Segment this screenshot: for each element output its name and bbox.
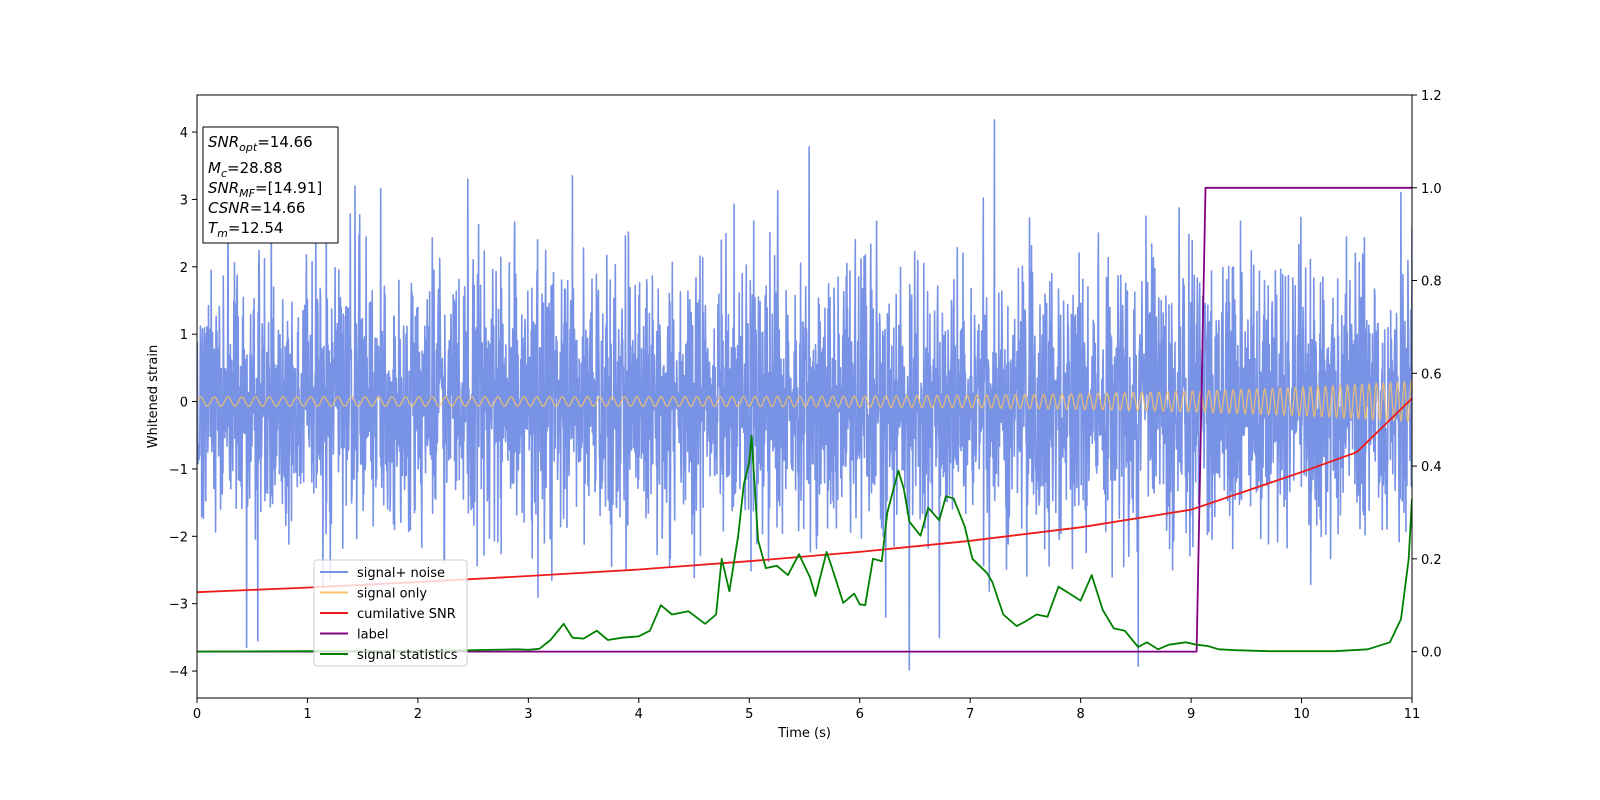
- series-signal-only: [197, 379, 1412, 424]
- y-tick-label: 3: [180, 193, 188, 208]
- x-tick-label: 3: [524, 707, 532, 722]
- y2-tick-label: 0.4: [1421, 460, 1442, 475]
- x-tick-label: 9: [1187, 707, 1195, 722]
- annotation-frame: [202, 126, 339, 244]
- legend-frame: [313, 559, 468, 667]
- y-tick-label: 4: [180, 126, 188, 141]
- annotation-snr-mf: SNRMF=[14.91]: [208, 179, 322, 200]
- y2-tick-label: 0.0: [1421, 646, 1442, 661]
- annotation-subscript: MF: [239, 187, 255, 200]
- y2-tick-label: 0.6: [1421, 367, 1442, 382]
- x-tick-label: 1: [303, 707, 311, 722]
- series-signal-noise: [197, 119, 1412, 671]
- legend: signal+ noise signal only cumilative SNR la…: [313, 559, 468, 667]
- y-tick-label: −3: [169, 598, 188, 613]
- x-tick-label: 0: [193, 707, 201, 722]
- y2-tick-label: 1.0: [1421, 182, 1442, 197]
- y-tick-label: 2: [180, 261, 188, 276]
- x-tick-label: 4: [635, 707, 643, 722]
- annotation-symbol: M: [208, 159, 221, 177]
- x-tick-label: 11: [1404, 707, 1421, 722]
- x-tick-label: 8: [1076, 707, 1084, 722]
- annotation-symbol: CSNR: [208, 199, 250, 217]
- legend-label: cumilative SNR: [357, 607, 456, 622]
- annotation-symbol: SNR: [208, 179, 239, 197]
- annotation-value: =12.54: [228, 219, 284, 237]
- y-tick-label: −1: [169, 463, 188, 478]
- legend-label: signal+ noise: [357, 566, 445, 581]
- y-axis-right: 0.0 0.2 0.4 0.6 0.8 1.0 1.2: [1412, 89, 1442, 661]
- annotation-symbol: SNR: [208, 133, 239, 151]
- annotation-value: =14.66: [257, 133, 313, 151]
- x-tick-label: 6: [856, 707, 864, 722]
- y-axis-left: −4 −3 −2 −1 0 1 2 3 4: [169, 126, 197, 680]
- annotation-value: =[14.91]: [255, 179, 322, 197]
- legend-label: label: [357, 628, 388, 643]
- y-tick-label: 1: [180, 328, 188, 343]
- series-signal-statistics: [197, 435, 1412, 653]
- annotation-mc: Mc=28.88: [208, 159, 283, 180]
- annotation-value: =14.66: [250, 199, 306, 217]
- x-tick-label: 10: [1293, 707, 1310, 722]
- annotation-subscript: c: [221, 167, 227, 180]
- legend-label: signal only: [357, 587, 427, 602]
- x-tick-label: 2: [414, 707, 422, 722]
- plot-frame: [196, 94, 1413, 699]
- x-tick-label: 5: [745, 707, 753, 722]
- y-tick-label: 0: [180, 396, 188, 411]
- metrics-annotation-box: SNRopt=14.66Mc=28.88SNRMF=[14.91]CSNR=14…: [202, 126, 339, 244]
- annotation-value: =28.88: [227, 159, 283, 177]
- annotation-snr-opt: SNRopt=14.66: [208, 133, 313, 154]
- y2-tick-label: 0.2: [1421, 553, 1442, 568]
- x-tick-label: 7: [966, 707, 974, 722]
- legend-label: signal statistics: [357, 648, 458, 663]
- annotation-subscript: opt: [239, 141, 258, 154]
- x-axis: 0 1 2 3 4 5 6 7 8 9 10 11: [193, 698, 1420, 722]
- y-tick-label: −2: [169, 530, 188, 545]
- y-axis-label: Whitened strain: [146, 345, 161, 448]
- annotation-tm: Tm=12.54: [208, 219, 283, 240]
- series-label: [197, 186, 1412, 653]
- y2-tick-label: 1.2: [1421, 89, 1442, 104]
- y2-tick-label: 0.8: [1421, 275, 1442, 290]
- x-axis-label: Time (s): [777, 726, 831, 741]
- y-tick-label: −4: [169, 665, 188, 680]
- annotation-symbol: T: [208, 219, 219, 237]
- annotation-subscript: m: [217, 227, 228, 240]
- annotation-csnr: CSNR=14.66: [208, 199, 305, 217]
